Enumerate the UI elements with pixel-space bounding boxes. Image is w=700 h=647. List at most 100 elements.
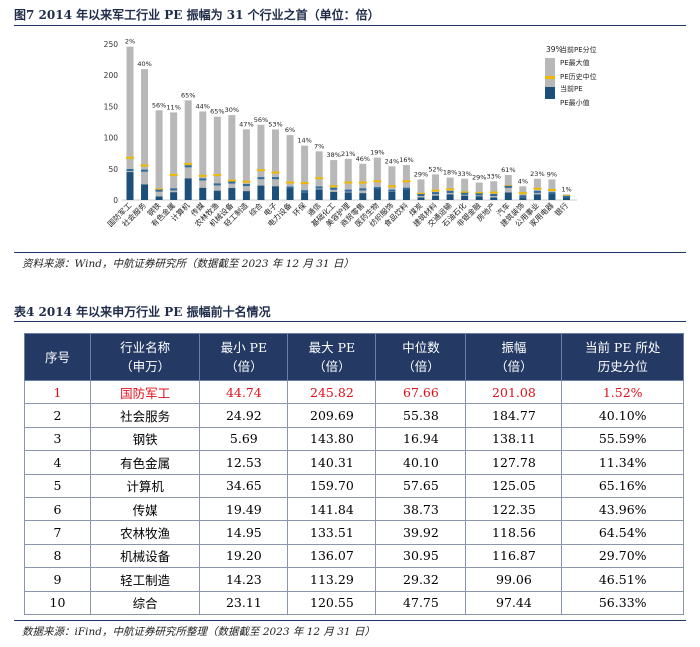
current-marker xyxy=(475,193,483,196)
range-bar xyxy=(446,177,454,195)
table-title: 表4 2014 年以来申万行业 PE 振幅前十名情况 xyxy=(14,305,271,319)
median-marker xyxy=(387,185,396,188)
column-header: 最大 PE （倍） xyxy=(287,333,377,381)
percentile-label: 56% xyxy=(152,101,166,109)
range-bar xyxy=(228,115,236,189)
percentile-label: 2% xyxy=(125,38,135,46)
table-cell: 113.29 xyxy=(287,567,377,592)
median-marker xyxy=(227,179,236,182)
current-marker xyxy=(388,189,396,192)
table-header-row: 序号 行业名称 （申万） 最小 PE （倍） 最大 PE （倍） 中位数 （倍） 振幅 （倍） 当前 … xyxy=(23,333,684,381)
percentile-label: 7% xyxy=(314,142,324,150)
bar-group: 9%家用电器 xyxy=(527,170,557,228)
table-cell: 6 xyxy=(23,496,92,522)
min-bar xyxy=(213,190,221,200)
table-cell: 118.56 xyxy=(465,520,563,545)
median-marker xyxy=(489,191,498,194)
median-marker xyxy=(198,174,207,177)
legend-current-label: 当前PE xyxy=(560,84,583,93)
range-bar xyxy=(344,158,352,193)
percentile-label: 44% xyxy=(196,102,210,110)
table-row: 3 钢铁 5.69 143.80 16.94 138.11 55.59% xyxy=(23,426,684,452)
table-row: 9 轻工制造 14.23 113.29 29.32 99.06 46.51% xyxy=(23,567,684,592)
percentile-label: 1% xyxy=(561,185,571,193)
range-bar xyxy=(432,174,440,196)
current-marker xyxy=(461,192,469,195)
range-bar xyxy=(257,124,265,186)
current-marker xyxy=(155,189,163,192)
median-marker xyxy=(242,180,251,183)
table-title-rule xyxy=(14,321,686,322)
min-bar xyxy=(315,189,323,200)
median-marker xyxy=(300,182,309,185)
range-bar xyxy=(461,178,469,196)
percentile-label: 24% xyxy=(385,157,399,165)
range-bar xyxy=(184,100,192,179)
table-row: 8 机械设备 19.20 136.07 30.95 116.87 29.70% xyxy=(23,543,684,569)
table-row: 7 农林牧渔 14.95 133.51 39.92 118.56 64.54% xyxy=(23,520,684,545)
range-bar xyxy=(272,129,279,187)
table-cell: 125.05 xyxy=(465,473,563,498)
table-cell: 116.87 xyxy=(465,543,563,569)
table-cell: 143.80 xyxy=(287,426,377,452)
figure-bottom-rule xyxy=(14,252,686,253)
current-marker xyxy=(315,186,323,189)
table-cell: 计算机 xyxy=(90,473,201,498)
table-row: 4 有色金属 12.53 140.31 40.10 127.78 11.34% xyxy=(23,450,684,475)
table-cell: 12.53 xyxy=(199,450,289,475)
current-marker xyxy=(490,194,498,197)
legend-min-swatch xyxy=(545,87,555,99)
min-bar xyxy=(490,197,498,200)
median-marker xyxy=(533,187,542,190)
min-bar xyxy=(286,188,294,200)
range-bar xyxy=(330,160,338,192)
table-cell: 245.82 xyxy=(287,379,377,405)
table-cell: 19.49 xyxy=(199,496,289,522)
range-bar xyxy=(286,135,294,189)
range-bar xyxy=(533,178,541,195)
table-cell: 34.65 xyxy=(199,473,289,498)
legend-max-label: PE最大值 xyxy=(560,58,590,67)
y-tick-label: 0 xyxy=(113,196,118,205)
table-cell: 38.73 xyxy=(375,496,467,522)
table-cell: 传媒 xyxy=(90,496,201,522)
min-bar xyxy=(272,186,279,200)
current-marker xyxy=(286,186,294,189)
current-marker xyxy=(301,190,309,193)
range-bar xyxy=(548,179,556,194)
min-bar xyxy=(141,184,149,200)
percentile-label: 33% xyxy=(487,172,501,180)
table-cell: 轻工制造 xyxy=(90,567,201,592)
percentile-label: 65% xyxy=(210,108,224,116)
range-bar xyxy=(242,129,250,192)
current-marker xyxy=(373,187,381,190)
range-bar xyxy=(490,181,498,198)
percentile-label: 4% xyxy=(518,177,528,185)
min-bar xyxy=(504,192,512,200)
percentile-label: 18% xyxy=(443,169,457,177)
range-bar xyxy=(213,116,221,191)
current-marker xyxy=(228,181,236,184)
current-marker xyxy=(213,183,221,186)
percentile-label: 29% xyxy=(414,170,428,178)
table-cell: 44.74 xyxy=(199,379,289,405)
percentile-label: 61% xyxy=(501,166,515,174)
median-marker xyxy=(286,181,295,184)
table-cell: 133.51 xyxy=(287,520,377,545)
legend-min-label: PE最小值 xyxy=(560,98,590,107)
range-bar xyxy=(315,151,323,190)
table-cell: 9 xyxy=(23,567,92,592)
percentile-label: 11% xyxy=(166,103,180,111)
min-bar xyxy=(228,188,236,200)
table-cell: 57.65 xyxy=(375,473,467,498)
median-marker xyxy=(315,177,324,180)
table-cell: 钢铁 xyxy=(90,426,201,452)
min-bar xyxy=(344,192,352,200)
min-bar xyxy=(359,193,367,200)
current-marker xyxy=(417,194,425,197)
current-marker xyxy=(272,177,279,180)
table-cell: 140.31 xyxy=(287,450,377,475)
range-bar xyxy=(519,186,527,198)
range-bar xyxy=(475,182,483,197)
table-cell: 4 xyxy=(23,450,92,475)
